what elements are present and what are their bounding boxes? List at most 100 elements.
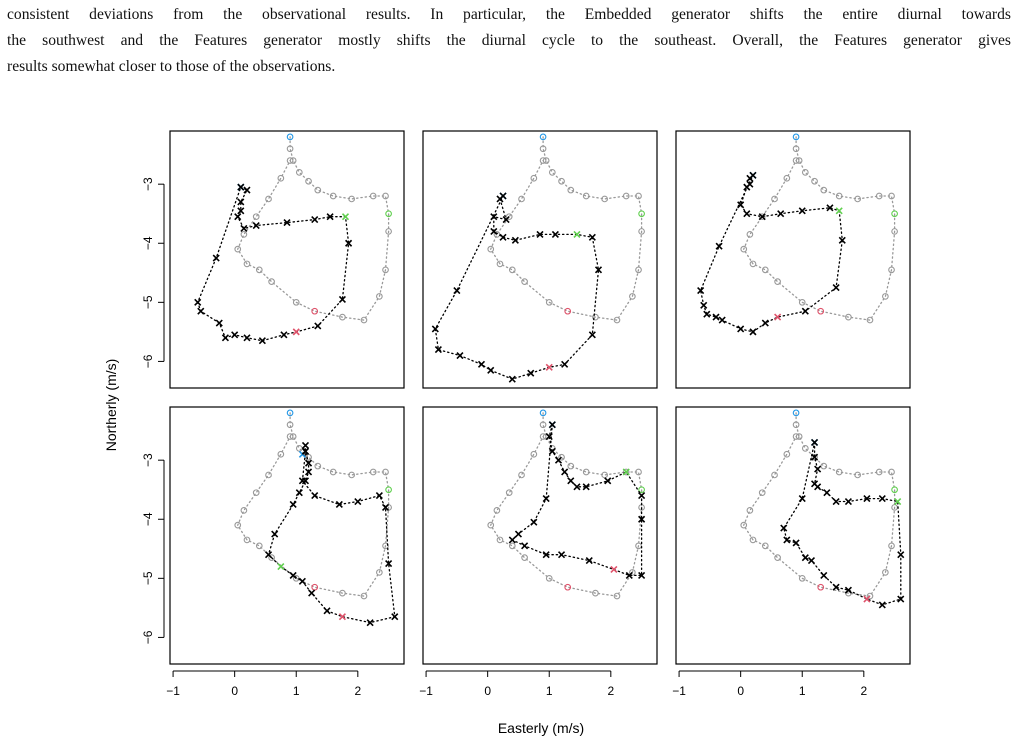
body-paragraph: consistent deviations from the observati… xyxy=(7,2,1011,80)
generated-point xyxy=(381,503,390,512)
generated-point xyxy=(271,530,279,538)
observed-point xyxy=(783,450,791,458)
observed-point xyxy=(746,231,754,238)
observed-point xyxy=(613,592,621,600)
observed-point xyxy=(496,536,504,544)
observed-point xyxy=(795,433,803,440)
panel-3 xyxy=(675,130,911,389)
x-axis-title: Easterly (m/s) xyxy=(498,720,584,736)
observed-point-noon xyxy=(385,486,392,494)
y-tick-label: −5 xyxy=(141,295,155,309)
generated-point xyxy=(561,468,569,476)
x-tick-label: 1 xyxy=(799,684,806,698)
observed-point xyxy=(530,450,538,458)
observed-point xyxy=(771,195,778,203)
observed-point xyxy=(329,468,337,476)
observed-point-evening xyxy=(817,583,825,591)
x-tick-label: 2 xyxy=(860,684,867,698)
generated-point xyxy=(295,489,303,497)
generated-point xyxy=(588,233,596,241)
observed-path xyxy=(236,136,390,321)
observed-point xyxy=(866,592,874,600)
generated-point-evening xyxy=(545,363,553,371)
generated-point xyxy=(289,500,297,509)
generated-point xyxy=(814,465,822,473)
observed-point xyxy=(622,468,630,476)
observed-point xyxy=(292,298,300,306)
observed-point xyxy=(348,471,356,479)
x-tick-label: −1 xyxy=(419,684,433,698)
generated-point xyxy=(258,337,266,345)
observed-point-noon xyxy=(891,210,898,218)
x-tick-label: −1 xyxy=(166,684,180,698)
y-tick-label: −4 xyxy=(141,236,155,250)
observed-point xyxy=(487,245,495,253)
paragraph-line-2: the southwest and the Features generator… xyxy=(7,32,1011,49)
generated-point xyxy=(832,283,840,292)
generated-point xyxy=(311,216,319,224)
y-axis-row-1: −3 −4 −5 −6 xyxy=(141,177,165,368)
observed-path xyxy=(489,136,643,321)
generated-point xyxy=(573,483,581,491)
generated-point xyxy=(243,334,251,342)
observed-point xyxy=(369,468,377,476)
observed-point xyxy=(295,445,303,452)
observed-point xyxy=(240,507,248,514)
panel-1 xyxy=(169,130,405,389)
observed-point xyxy=(792,421,800,429)
observed-point xyxy=(243,536,251,544)
generated-point-noon xyxy=(894,497,902,506)
observed-point-noon xyxy=(638,486,645,494)
observed-point xyxy=(348,195,356,203)
generated-point xyxy=(490,213,498,221)
observed-point-noon xyxy=(385,210,392,218)
generated-point xyxy=(697,286,705,295)
observed-point-start xyxy=(792,409,800,417)
observed-point xyxy=(811,453,818,461)
observed-point xyxy=(592,589,599,597)
generated-point xyxy=(814,483,822,491)
observed-point xyxy=(774,554,781,562)
observed-point xyxy=(801,169,809,176)
observed-point xyxy=(835,192,843,200)
generated-point-evening xyxy=(610,565,618,574)
observed-point xyxy=(567,186,575,194)
observed-point xyxy=(508,266,516,274)
generated-point xyxy=(499,233,507,241)
observed-point xyxy=(539,421,547,429)
generated-point xyxy=(897,595,905,603)
observed-point xyxy=(567,462,575,470)
observed-point xyxy=(845,313,852,321)
observed-point-evening xyxy=(564,583,572,591)
generated-point xyxy=(554,456,563,464)
observed-point xyxy=(487,521,495,529)
observed-point xyxy=(854,471,862,479)
generated-point xyxy=(588,331,596,339)
generated-point xyxy=(289,571,297,579)
observed-point xyxy=(582,192,590,200)
generated-point xyxy=(798,207,806,215)
generated-point xyxy=(832,583,840,591)
generated-point xyxy=(326,213,334,221)
observed-point xyxy=(265,471,272,479)
observed-point xyxy=(635,266,642,274)
x-tick-label: 2 xyxy=(354,684,361,698)
observed-point xyxy=(496,260,504,268)
observed-point xyxy=(622,192,630,200)
generated-point-evening xyxy=(774,313,782,321)
panel-frame xyxy=(169,406,405,665)
generated-point xyxy=(499,192,507,200)
observed-point xyxy=(888,468,895,476)
observed-point xyxy=(545,298,553,306)
observed-point xyxy=(268,554,275,562)
generated-point xyxy=(514,530,523,538)
observed-point-start xyxy=(286,409,294,417)
observed-point xyxy=(771,471,778,479)
generated-point xyxy=(456,351,464,360)
generated-point-evening xyxy=(292,328,300,336)
observed-point xyxy=(888,192,895,200)
observed-point xyxy=(277,450,285,458)
generated-point xyxy=(844,586,852,594)
generated-point xyxy=(878,601,886,609)
